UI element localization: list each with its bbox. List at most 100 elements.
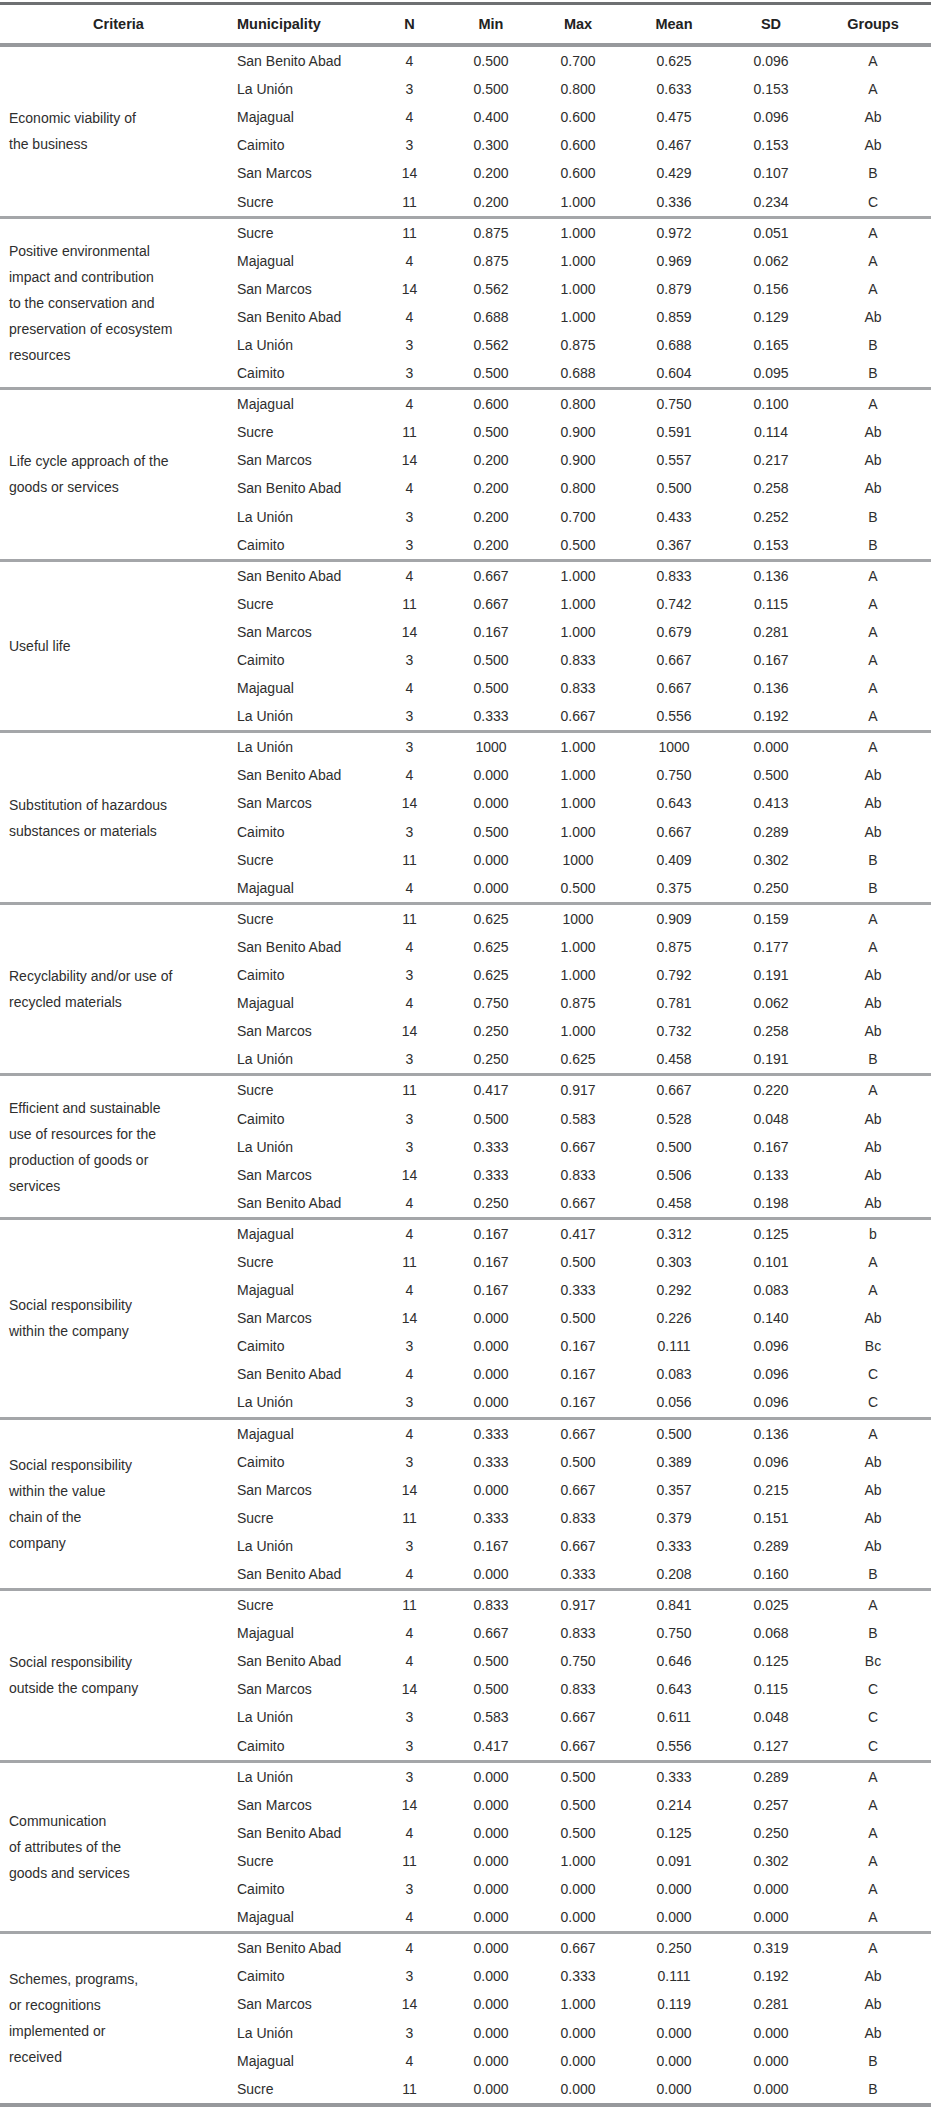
max-cell: 1.000 [535,939,621,955]
n-cell: 4 [372,1282,447,1298]
min-cell: 0.250 [447,1051,535,1067]
max-cell: 0.625 [535,1051,621,1067]
sd-cell: 0.129 [727,309,815,325]
table-row: La Unión30.2000.7000.4330.252B [237,503,931,531]
n-cell: 4 [372,1625,447,1641]
groups-cell: B [815,2081,931,2097]
mean-cell: 0.643 [621,795,727,811]
groups-cell: Ab [815,795,931,811]
groups-cell: A [815,939,931,955]
min-cell: 0.000 [447,852,535,868]
sd-cell: 0.000 [727,1881,815,1897]
max-cell: 0.667 [535,1709,621,1725]
table-row: Sucre110.5000.9000.5910.114Ab [237,418,931,446]
n-cell: 3 [372,365,447,381]
min-cell: 0.875 [447,225,535,241]
municipality-cell: Caimito [237,1881,372,1897]
header-max: Max [535,16,621,32]
min-cell: 0.333 [447,1139,535,1155]
min-cell: 0.000 [447,1909,535,1925]
groups-cell: Ab [815,967,931,983]
municipality-cell: San Marcos [237,452,372,468]
table-row: La Unión30.0000.1670.0560.096C [237,1388,931,1416]
n-cell: 14 [372,1797,447,1813]
groups-cell: Ab [815,309,931,325]
mean-cell: 0.250 [621,1940,727,1956]
max-cell: 0.000 [535,1909,621,1925]
n-cell: 3 [372,137,447,153]
groups-cell: A [815,1853,931,1869]
groups-cell: B [815,852,931,868]
max-cell: 0.833 [535,1681,621,1697]
table-row: San Marcos140.0000.5000.2260.140Ab [237,1304,931,1332]
max-cell: 0.167 [535,1366,621,1382]
criteria-group: Social responsibility within the value c… [0,1420,931,1592]
municipality-cell: La Unión [237,2025,372,2041]
max-cell: 0.667 [535,1538,621,1554]
n-cell: 4 [372,1940,447,1956]
max-cell: 0.833 [535,1510,621,1526]
groups-cell: A [815,1254,931,1270]
table-row: Caimito30.5000.6880.6040.095B [237,359,931,387]
sd-cell: 0.500 [727,767,815,783]
max-cell: 0.500 [535,1825,621,1841]
max-cell: 0.688 [535,365,621,381]
sd-cell: 0.191 [727,967,815,983]
municipality-cell: San Benito Abad [237,1825,372,1841]
municipality-cell: Majagual [237,880,372,896]
n-cell: 4 [372,1366,447,1382]
mean-cell: 0.312 [621,1226,727,1242]
groups-cell: A [815,1909,931,1925]
max-cell: 0.667 [535,1195,621,1211]
max-cell: 0.417 [535,1226,621,1242]
min-cell: 0.833 [447,1597,535,1613]
groups-cell: A [815,1597,931,1613]
n-cell: 14 [372,1482,447,1498]
municipality-cell: Majagual [237,680,372,696]
mean-cell: 0.742 [621,596,727,612]
n-cell: 3 [372,1394,447,1410]
mean-cell: 0.506 [621,1167,727,1183]
sd-cell: 0.153 [727,137,815,153]
max-cell: 0.000 [535,1881,621,1897]
municipality-cell: San Benito Abad [237,1366,372,1382]
sd-cell: 0.136 [727,568,815,584]
sd-cell: 0.151 [727,1510,815,1526]
groups-cell: B [815,1566,931,1582]
min-cell: 0.400 [447,109,535,125]
sd-cell: 0.095 [727,365,815,381]
max-cell: 1.000 [535,767,621,783]
criteria-label: Social responsibility outside the compan… [0,1591,237,1760]
n-cell: 3 [372,652,447,668]
groups-cell: A [815,225,931,241]
table-row: Majagual40.0000.5000.3750.250B [237,874,931,902]
n-cell: 3 [372,967,447,983]
groups-cell: Ab [815,1454,931,1470]
municipality-cell: San Marcos [237,795,372,811]
municipality-cell: San Benito Abad [237,1195,372,1211]
mean-cell: 0.433 [621,509,727,525]
max-cell: 1.000 [535,824,621,840]
max-cell: 0.500 [535,880,621,896]
groups-cell: A [815,1825,931,1841]
sd-cell: 0.156 [727,281,815,297]
groups-cell: C [815,194,931,210]
sd-cell: 0.000 [727,739,815,755]
table-row: Majagual40.6670.8330.7500.068B [237,1619,931,1647]
n-cell: 14 [372,281,447,297]
municipality-cell: Majagual [237,396,372,412]
min-cell: 0.417 [447,1082,535,1098]
groups-cell: Bc [815,1653,931,1669]
n-cell: 3 [372,81,447,97]
table-row: Caimito30.3330.5000.3890.096Ab [237,1448,931,1476]
max-cell: 0.583 [535,1111,621,1127]
min-cell: 0.000 [447,1940,535,1956]
group-rows: Majagual40.3330.6670.5000.136ACaimito30.… [237,1420,931,1589]
n-cell: 4 [372,1653,447,1669]
municipality-cell: San Benito Abad [237,309,372,325]
n-cell: 3 [372,509,447,525]
n-cell: 3 [372,337,447,353]
min-cell: 0.167 [447,1226,535,1242]
groups-cell: B [815,880,931,896]
sd-cell: 0.115 [727,596,815,612]
